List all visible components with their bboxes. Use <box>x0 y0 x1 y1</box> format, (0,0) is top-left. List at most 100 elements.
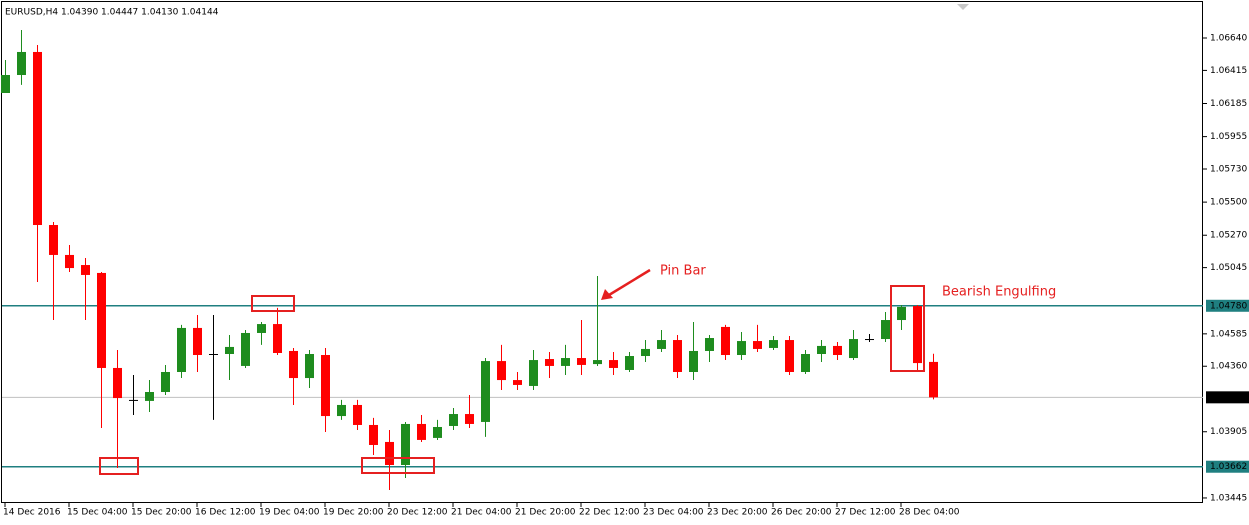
candle-body <box>561 358 570 366</box>
y-tick-label: 1.03905 <box>1210 427 1247 437</box>
candle-body <box>897 306 906 321</box>
x-tick-label: 23 Dec 04:00 <box>643 508 704 518</box>
candle-body <box>513 380 522 385</box>
candle-body <box>65 254 74 269</box>
y-tick-label: 1.05730 <box>1210 165 1247 175</box>
y-tick-label: 1.04585 <box>1210 329 1247 339</box>
candle-body <box>689 350 698 372</box>
candle-body <box>161 371 170 393</box>
y-tick-label: 1.05500 <box>1210 198 1247 208</box>
candle-body <box>369 424 378 445</box>
x-tick-label: 15 Dec 20:00 <box>131 508 192 518</box>
candle-body <box>865 339 874 341</box>
x-tick-label: 16 Dec 12:00 <box>195 508 256 518</box>
candle-body <box>257 324 266 333</box>
candle-body <box>545 359 554 366</box>
highlight-box <box>99 457 139 475</box>
candle-body <box>353 404 362 425</box>
candle-body <box>113 367 122 399</box>
candle-body <box>881 320 890 340</box>
arrow-head <box>601 289 613 300</box>
candle-body <box>17 51 26 76</box>
x-tick-label: 20 Dec 12:00 <box>387 508 448 518</box>
candle-body <box>737 341 746 356</box>
candle-body <box>449 414 458 426</box>
candle-body <box>593 360 602 365</box>
x-tick-label: 19 Dec 04:00 <box>259 508 320 518</box>
candle-body <box>481 361 490 422</box>
candle-body <box>417 423 426 440</box>
candle-body <box>641 348 650 357</box>
x-tick-label: 23 Dec 20:00 <box>707 508 768 518</box>
price-line-box <box>1206 460 1249 473</box>
candle-body <box>913 306 922 364</box>
candle-body <box>929 361 938 398</box>
plot-frame <box>1 1 1203 503</box>
arrow-shaft <box>608 268 651 297</box>
y-tick-label: 1.03445 <box>1210 493 1247 503</box>
candle-body <box>625 356 634 370</box>
candle-body <box>721 326 730 356</box>
candle-body <box>673 340 682 372</box>
annotation: Bearish Engulfing <box>942 285 1056 300</box>
candle-body <box>289 350 298 379</box>
candle-body <box>769 340 778 348</box>
y-tick-label: 1.05270 <box>1210 231 1247 241</box>
x-tick-label: 21 Dec 20:00 <box>515 508 576 518</box>
candle-body <box>97 272 106 368</box>
candle-body <box>833 345 842 356</box>
candle-body <box>177 327 186 372</box>
candle-body <box>609 360 618 368</box>
y-tick-label: 1.05955 <box>1210 132 1247 142</box>
x-tick-label: 14 Dec 2016 <box>3 508 61 518</box>
candle-body <box>209 354 218 356</box>
price-line-label: 1.03662 <box>1210 462 1247 472</box>
highlight-box <box>361 457 435 474</box>
candle-body <box>49 225 58 255</box>
price-line-label: 1.04780 <box>1210 301 1247 311</box>
candle-body <box>321 355 330 417</box>
plot <box>1 29 1203 491</box>
candle-body <box>33 51 42 226</box>
candle-body <box>785 340 794 372</box>
shift-marker <box>957 4 969 10</box>
annotation: Pin Bar <box>660 264 706 279</box>
y-tick-label: 1.06415 <box>1210 66 1247 76</box>
candle-body <box>1 75 10 93</box>
candle-body <box>401 423 410 465</box>
candle-body <box>657 340 666 349</box>
candle-body <box>225 346 234 355</box>
candle-body <box>385 441 394 465</box>
candle-body <box>705 338 714 351</box>
candle-body <box>849 339 858 359</box>
x-tick-label: 28 Dec 04:00 <box>899 508 960 518</box>
candle-body <box>465 414 474 424</box>
x-tick-label: 15 Dec 04:00 <box>67 508 128 518</box>
candle-body <box>305 354 314 379</box>
candle-body <box>801 354 810 372</box>
candle-body <box>577 358 586 365</box>
candle-body <box>193 327 202 356</box>
highlight-box <box>890 285 925 372</box>
y-tick-label: 1.05045 <box>1210 263 1247 273</box>
y-tick-label: 1.06640 <box>1210 34 1247 44</box>
candle-body <box>145 392 154 401</box>
x-tick-label: 19 Dec 20:00 <box>323 508 384 518</box>
y-tick-label: 1.06185 <box>1210 99 1247 109</box>
candle-body <box>497 361 506 381</box>
candle-body <box>129 399 138 401</box>
candle-body <box>433 426 442 438</box>
x-tick-label: 22 Dec 12:00 <box>579 508 640 518</box>
candle-body <box>529 360 538 386</box>
highlight-box <box>251 295 295 312</box>
candle-body <box>817 345 826 355</box>
candle-body <box>753 341 762 349</box>
candle-body <box>81 265 90 275</box>
chart-title: EURUSD,H4 1.04390 1.04447 1.04130 1.0414… <box>5 8 219 18</box>
x-tick-label: 21 Dec 04:00 <box>451 508 512 518</box>
candle-body <box>273 324 282 353</box>
candle-body <box>241 332 250 366</box>
last-price-line-label: 1.04144 <box>1210 393 1247 403</box>
